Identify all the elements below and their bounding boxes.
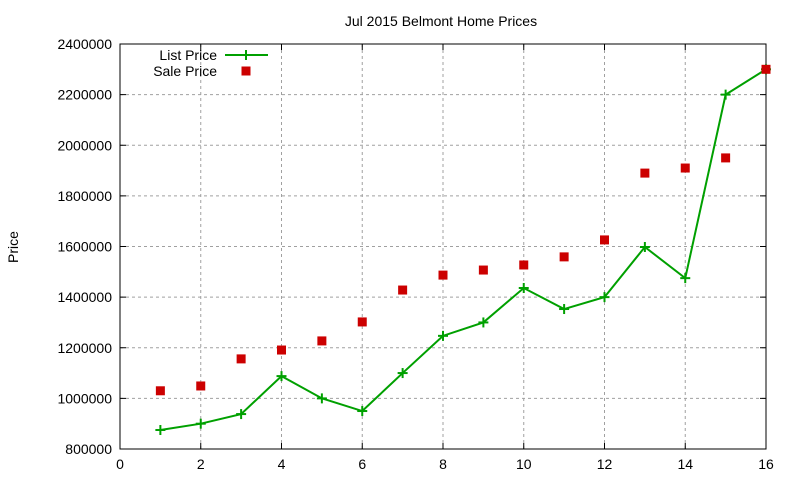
y-tick-label: 2200000 [57, 87, 112, 103]
data-point-list-price [155, 425, 166, 436]
data-point-list-price [316, 393, 327, 404]
data-point-sale-price [398, 285, 408, 295]
x-tick-label: 0 [116, 456, 124, 472]
data-point-list-price [276, 371, 287, 382]
data-point-sale-price [721, 153, 731, 163]
legend: List Price Sale Price [153, 47, 268, 79]
series-layer [155, 64, 771, 436]
y-tick-label: 1600000 [57, 239, 112, 255]
data-point-sale-price [317, 336, 327, 346]
y-tick-label: 800000 [65, 441, 112, 457]
y-tick-label: 1000000 [57, 390, 112, 406]
data-point-list-price [397, 368, 408, 379]
x-tick-label: 6 [358, 456, 366, 472]
y-axis-label: Price [5, 231, 21, 263]
data-point-list-price [680, 273, 691, 284]
x-tick-label: 10 [516, 456, 532, 472]
data-point-list-price [599, 292, 610, 303]
data-point-sale-price [277, 345, 286, 355]
grid [120, 44, 766, 449]
data-point-sale-price [357, 317, 367, 327]
x-tick-label: 16 [758, 456, 774, 472]
data-point-sale-price [600, 235, 609, 245]
chart-title: Jul 2015 Belmont Home Prices [345, 13, 537, 29]
data-point-sale-price [680, 163, 690, 173]
data-point-list-price [720, 89, 731, 100]
y-tick-label: 2400000 [57, 36, 112, 52]
data-point-sale-price [196, 381, 206, 391]
data-point-sale-price [236, 354, 246, 364]
data-point-sale-price [438, 270, 448, 280]
data-point-sale-price [519, 260, 529, 270]
data-point-list-price [438, 330, 448, 341]
legend-label-sale-price: Sale Price [153, 63, 217, 79]
data-point-list-price [559, 304, 570, 315]
x-tick-label: 8 [439, 456, 447, 472]
data-point-list-price [639, 242, 650, 253]
y-tick-label: 1400000 [57, 289, 112, 305]
x-tick-label: 12 [597, 456, 613, 472]
x-tick-label: 14 [677, 456, 693, 472]
data-point-list-price [478, 317, 489, 328]
legend-marker-sale-price [241, 66, 251, 76]
data-point-sale-price [155, 386, 165, 396]
data-point-sale-price [640, 168, 650, 178]
series-line-list-price [160, 68, 767, 432]
data-point-list-price [518, 283, 529, 294]
axis-ticks: 0 2 4 6 8 10 12 14 16 800000 1000000 1200000 1400000… [57, 36, 774, 472]
y-tick-label: 1200000 [57, 340, 112, 356]
data-point-sale-price [559, 252, 569, 262]
data-point-sale-price [478, 265, 488, 275]
data-point-list-price [195, 418, 206, 429]
legend-label-list-price: List Price [159, 47, 217, 63]
data-point-list-price [236, 409, 247, 420]
y-tick-label: 2000000 [57, 137, 112, 153]
x-tick-label: 2 [197, 456, 205, 472]
data-point-sale-price [761, 64, 771, 74]
data-point-list-price [357, 406, 368, 417]
legend-marker-list-price [241, 50, 251, 60]
y-tick-label: 1800000 [57, 188, 112, 204]
x-tick-label: 4 [278, 456, 286, 472]
plot-frame [119, 43, 767, 450]
